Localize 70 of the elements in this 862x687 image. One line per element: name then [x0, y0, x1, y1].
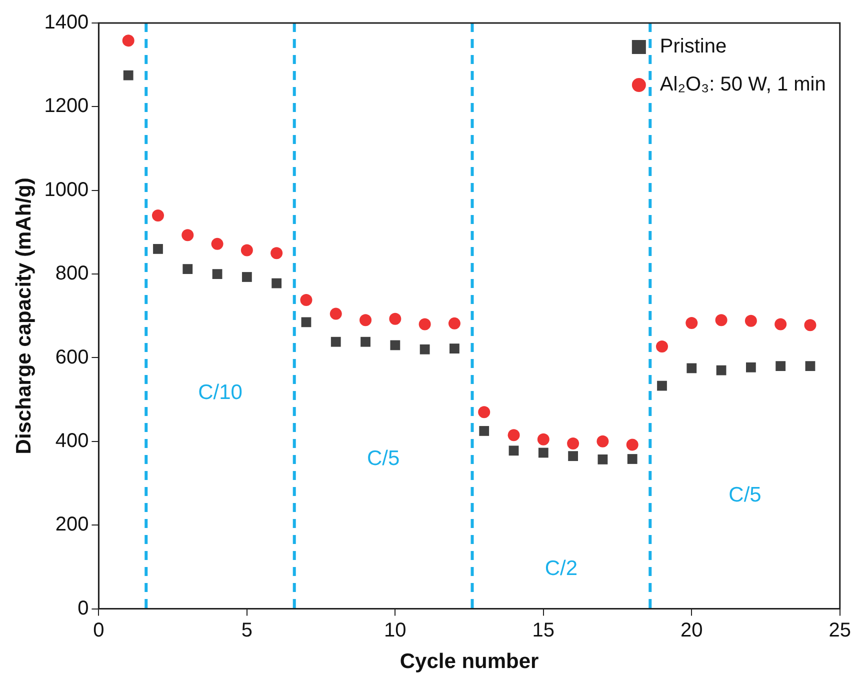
- x-tick-label: 10: [384, 619, 406, 642]
- point: [272, 278, 282, 288]
- point: [182, 264, 193, 274]
- point: [450, 344, 460, 354]
- point: [537, 433, 550, 446]
- point: [567, 438, 580, 450]
- point: [686, 317, 698, 330]
- point: [330, 336, 341, 347]
- point: [242, 272, 252, 282]
- y-tick-label: 1000: [44, 178, 89, 201]
- point: [420, 344, 430, 354]
- annotation: C/2: [544, 557, 578, 580]
- x-axis-title: Cycle number: [400, 650, 539, 674]
- point: [479, 426, 490, 436]
- point: [300, 294, 312, 306]
- point: [598, 454, 608, 464]
- y-tick-label: 0: [78, 597, 89, 620]
- legend-label: Pristine: [660, 36, 727, 58]
- point: [418, 318, 431, 330]
- point: [122, 34, 134, 47]
- point: [715, 314, 728, 326]
- point: [211, 238, 224, 250]
- point: [744, 314, 757, 327]
- point: [390, 340, 400, 350]
- point: [240, 244, 253, 256]
- point: [508, 446, 519, 456]
- y-axis-title: Discharge capacity (mAh/g): [12, 178, 36, 454]
- y-tick-label: 400: [55, 430, 89, 452]
- point: [212, 269, 222, 280]
- point: [270, 247, 283, 260]
- legend-label: Al₂O₃: 50 W, 1 min: [660, 74, 826, 96]
- x-tick-label: 25: [828, 619, 851, 642]
- point: [686, 363, 697, 374]
- point: [478, 406, 490, 418]
- point: [182, 229, 194, 242]
- x-tick-label: 15: [532, 619, 555, 642]
- x-tick-label: 5: [241, 619, 252, 642]
- point: [568, 451, 578, 462]
- y-tick-label: 800: [55, 262, 89, 285]
- point: [805, 361, 816, 372]
- point: [330, 308, 342, 320]
- point: [746, 362, 756, 372]
- point: [776, 361, 786, 372]
- y-tick-label: 1400: [44, 12, 89, 34]
- point: [716, 365, 726, 376]
- x-tick-label: 20: [680, 619, 703, 642]
- point: [596, 435, 609, 448]
- point: [508, 429, 520, 442]
- y-tick-label: 200: [55, 514, 89, 536]
- point: [657, 380, 667, 391]
- annotation: C/10: [198, 381, 242, 404]
- annotation: C/5: [366, 447, 400, 470]
- point: [123, 70, 134, 80]
- point: [301, 317, 312, 328]
- point: [774, 318, 787, 330]
- point: [448, 317, 460, 330]
- y-tick-label: 600: [55, 346, 89, 368]
- point: [152, 209, 164, 222]
- point: [538, 448, 548, 458]
- point: [627, 454, 638, 464]
- x-tick-label: 0: [93, 619, 104, 642]
- point: [153, 244, 163, 254]
- point: [360, 314, 372, 326]
- point: [360, 336, 370, 347]
- point: [804, 319, 816, 332]
- y-tick-label: 1200: [44, 95, 89, 118]
- point: [389, 312, 402, 325]
- point: [626, 438, 638, 451]
- point: [656, 340, 668, 352]
- annotation: C/5: [728, 484, 762, 507]
